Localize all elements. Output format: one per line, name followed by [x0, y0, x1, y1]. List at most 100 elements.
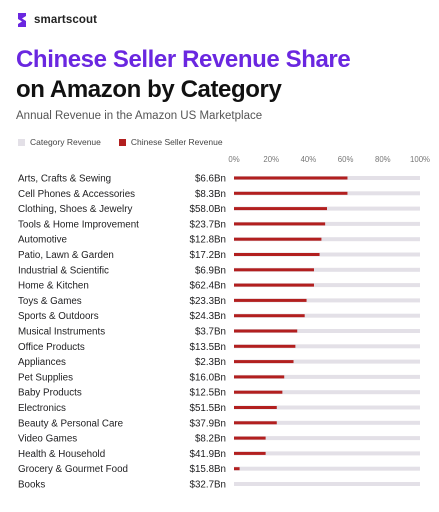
chinese-seller-revenue-bar-grocery-gourmet-food	[234, 467, 240, 471]
category-label-grocery-gourmet-food: Grocery & Gourmet Food	[18, 464, 128, 475]
category-revenue-label-patio-lawn-garden: $17.2Bn	[190, 250, 227, 261]
category-label-arts-crafts-sewing: Arts, Crafts & Sewing	[18, 174, 111, 185]
brand: smartscout	[16, 12, 97, 28]
chinese-seller-revenue-bar-video-games	[234, 436, 266, 440]
category-revenue-label-home-kitchen: $62.4Bn	[190, 281, 227, 292]
category-revenue-bar-sports-outdoors	[234, 313, 420, 318]
category-revenue-label-clothing-shoes-jewelry: $58.0Bn	[190, 204, 227, 215]
legend-swatch-category-revenue	[18, 138, 25, 146]
category-label-baby-products: Baby Products	[18, 388, 82, 399]
category-revenue-label-musical-instruments: $3.7Bn	[195, 327, 226, 338]
chinese-seller-revenue-bar-musical-instruments	[234, 329, 298, 333]
legend-item-chinese-seller-revenue: Chinese Seller Revenue	[118, 137, 223, 147]
category-revenue-label-sports-outdoors: $24.3Bn	[190, 311, 227, 322]
category-label-patio-lawn-garden: Patio, Lawn & Garden	[18, 250, 114, 261]
legend-label-chinese-seller-revenue: Chinese Seller Revenue	[130, 137, 223, 147]
category-revenue-bar-grocery-gourmet-food	[234, 466, 420, 471]
chinese-seller-revenue-bar-appliances	[234, 360, 294, 364]
legend-item-category-revenue: Category Revenue	[18, 137, 101, 147]
category-revenue-bar-automotive	[234, 237, 420, 242]
category-revenue-bar-video-games	[234, 436, 420, 441]
category-label-toys-games: Toys & Games	[18, 296, 82, 307]
category-revenue-bar-pet-supplies	[234, 374, 420, 379]
category-revenue-label-tools-home-improvement: $23.7Bn	[190, 219, 227, 230]
category-label-industrial-scientific: Industrial & Scientific	[18, 265, 109, 276]
x-tick-label: 80%	[375, 155, 391, 164]
chinese-seller-revenue-bar-electronics	[234, 406, 277, 409]
chart-subtitle: Annual Revenue in the Amazon US Marketpl…	[16, 110, 263, 122]
category-revenue-label-arts-crafts-sewing: $6.6Bn	[195, 174, 226, 185]
smartscout-logo-icon	[18, 13, 26, 27]
category-revenue-bar-musical-instruments	[234, 329, 420, 333]
category-label-pet-supplies: Pet Supplies	[18, 372, 73, 383]
category-label-electronics: Electronics	[18, 403, 66, 414]
category-label-musical-instruments: Musical Instruments	[18, 327, 105, 338]
category-label-books: Books	[18, 480, 45, 491]
category-revenue-bar-appliances	[234, 359, 420, 364]
category-revenue-bar-beauty-personal-care	[234, 420, 420, 425]
category-label-beauty-personal-care: Beauty & Personal Care	[18, 418, 124, 429]
x-tick-label: 20%	[263, 155, 279, 164]
chinese-seller-revenue-bar-pet-supplies	[234, 375, 285, 379]
chart-title-line-2: on Amazon by Category	[16, 76, 282, 103]
chinese-seller-revenue-bar-tools-home-improvement	[234, 222, 326, 226]
category-revenue-bar-baby-products	[234, 390, 420, 395]
chinese-seller-revenue-bar-arts-crafts-sewing	[234, 176, 348, 180]
category-revenue-bar-patio-lawn-garden	[234, 252, 420, 257]
category-revenue-label-beauty-personal-care: $37.9Bn	[190, 418, 227, 429]
category-label-sports-outdoors: Sports & Outdoors	[18, 311, 99, 322]
category-revenue-bar-industrial-scientific	[234, 267, 420, 272]
brand-name: smartscout	[34, 14, 97, 26]
category-revenue-bar-tools-home-improvement	[234, 221, 420, 226]
category-revenue-bar-books	[234, 482, 420, 486]
category-revenue-label-books: $32.7Bn	[190, 480, 227, 491]
legend-label-category-revenue: Category Revenue	[30, 137, 101, 147]
chinese-seller-revenue-bar-beauty-personal-care	[234, 421, 277, 425]
category-label-tools-home-improvement: Tools & Home Improvement	[18, 219, 139, 230]
x-tick-label: 100%	[410, 155, 430, 164]
category-revenue-label-video-games: $8.2Bn	[195, 434, 226, 445]
category-revenue-label-baby-products: $12.5Bn	[190, 388, 227, 399]
chinese-seller-revenue-bar-toys-games	[234, 298, 307, 302]
chart-legend: Category Revenue Chinese Seller Revenue	[18, 137, 241, 147]
category-label-clothing-shoes-jewelry: Clothing, Shoes & Jewelry	[18, 204, 132, 215]
chinese-seller-revenue-bar-home-kitchen	[234, 283, 314, 287]
category-label-video-games: Video Games	[18, 434, 77, 445]
category-revenue-bar-electronics	[234, 405, 420, 410]
chinese-seller-revenue-bar-office-products	[234, 344, 296, 348]
category-revenue-label-cell-phones-accessories: $8.3Bn	[195, 189, 226, 200]
chart-title-line-1: Chinese Seller Revenue Share	[16, 46, 351, 73]
category-label-office-products: Office Products	[18, 342, 85, 353]
chinese-seller-revenue-bar-sports-outdoors	[234, 314, 305, 318]
chinese-seller-revenue-bar-patio-lawn-garden	[234, 253, 320, 256]
category-revenue-bar-home-kitchen	[234, 283, 420, 288]
category-revenue-bar-office-products	[234, 344, 420, 349]
category-revenue-label-office-products: $13.5Bn	[190, 342, 227, 353]
category-revenue-bar-toys-games	[234, 298, 420, 303]
category-revenue-label-electronics: $51.5Bn	[190, 403, 227, 414]
chinese-seller-revenue-bar-cell-phones-accessories	[234, 191, 348, 195]
category-label-automotive: Automotive	[18, 235, 68, 246]
x-tick-label: 60%	[338, 155, 354, 164]
category-revenue-label-pet-supplies: $16.0Bn	[190, 372, 227, 383]
category-revenue-label-toys-games: $23.3Bn	[190, 296, 227, 307]
category-revenue-label-industrial-scientific: $6.9Bn	[195, 265, 226, 276]
category-label-cell-phones-accessories: Cell Phones & Accessories	[18, 189, 135, 200]
x-tick-label: 40%	[301, 155, 317, 164]
category-revenue-label-health-household: $41.9Bn	[190, 449, 227, 460]
chinese-seller-revenue-bar-baby-products	[234, 390, 283, 394]
chinese-seller-revenue-bar-industrial-scientific	[234, 268, 314, 272]
category-revenue-label-automotive: $12.8Bn	[190, 235, 227, 246]
category-label-health-household: Health & Household	[18, 449, 105, 460]
legend-swatch-chinese-seller-revenue	[118, 138, 126, 146]
category-label-home-kitchen: Home & Kitchen	[18, 281, 89, 292]
category-revenue-bar-health-household	[234, 451, 420, 456]
x-tick-label: 0%	[228, 155, 239, 164]
category-revenue-label-grocery-gourmet-food: $15.8Bn	[190, 464, 227, 475]
chinese-seller-revenue-bar-clothing-shoes-jewelry	[234, 207, 327, 211]
chinese-seller-revenue-bar-automotive	[234, 237, 322, 241]
category-revenue-label-appliances: $2.3Bn	[195, 357, 226, 368]
category-label-appliances: Appliances	[18, 357, 66, 368]
chinese-seller-revenue-bar-health-household	[234, 451, 266, 455]
